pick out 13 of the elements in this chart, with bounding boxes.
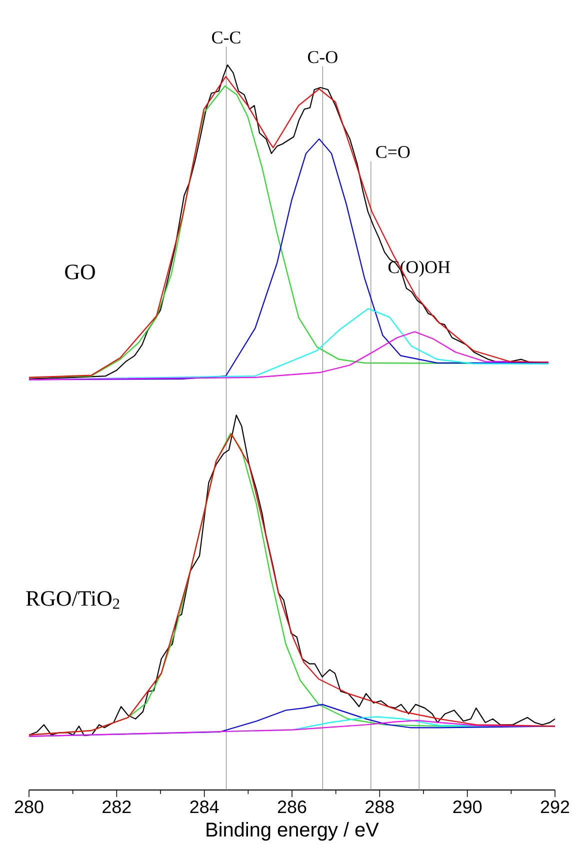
x-tick-label: 290 — [453, 800, 482, 814]
annotation: RGO/TiO$_{2}$ — [26, 591, 120, 609]
ref-line-label: C=O — [376, 146, 410, 158]
x-tick-label: 286 — [278, 800, 306, 814]
x-tick-label: 288 — [366, 800, 394, 814]
x-tick-label: 282 — [102, 800, 131, 814]
x-tick-label: 292 — [540, 800, 570, 814]
annotation: GO — [65, 264, 95, 280]
x-tick-label: 280 — [14, 800, 44, 814]
ref-line-label: C-C — [212, 31, 240, 44]
x-axis-title: Binding energy / eV — [206, 822, 379, 841]
x-tick-label: 284 — [190, 800, 219, 814]
ref-line-label: C-O — [308, 51, 338, 64]
